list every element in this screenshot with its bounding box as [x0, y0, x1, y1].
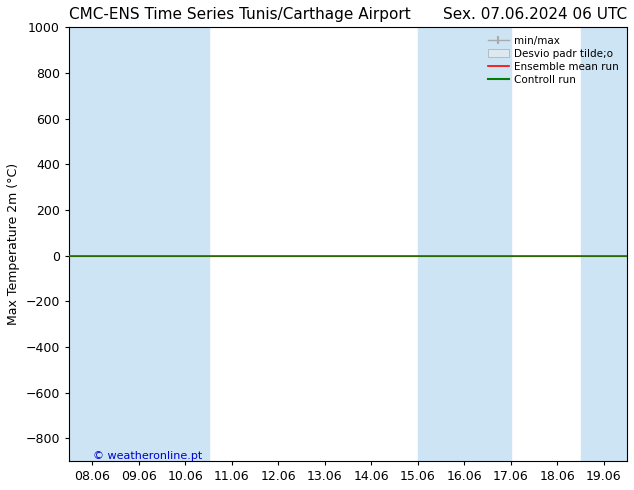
Text: © weatheronline.pt: © weatheronline.pt — [93, 451, 202, 461]
Bar — [581, 27, 627, 461]
Text: CMC-ENS Time Series Tunis/Carthage Airport: CMC-ENS Time Series Tunis/Carthage Airpo… — [69, 7, 411, 22]
Bar — [69, 27, 115, 461]
Legend: min/max, Desvio padr tilde;o, Ensemble mean run, Controll run: min/max, Desvio padr tilde;o, Ensemble m… — [485, 32, 622, 88]
Text: Sex. 07.06.2024 06 UTC: Sex. 07.06.2024 06 UTC — [443, 7, 627, 22]
Y-axis label: Max Temperature 2m (°C): Max Temperature 2m (°C) — [7, 163, 20, 325]
Bar — [418, 27, 511, 461]
Bar — [115, 27, 209, 461]
